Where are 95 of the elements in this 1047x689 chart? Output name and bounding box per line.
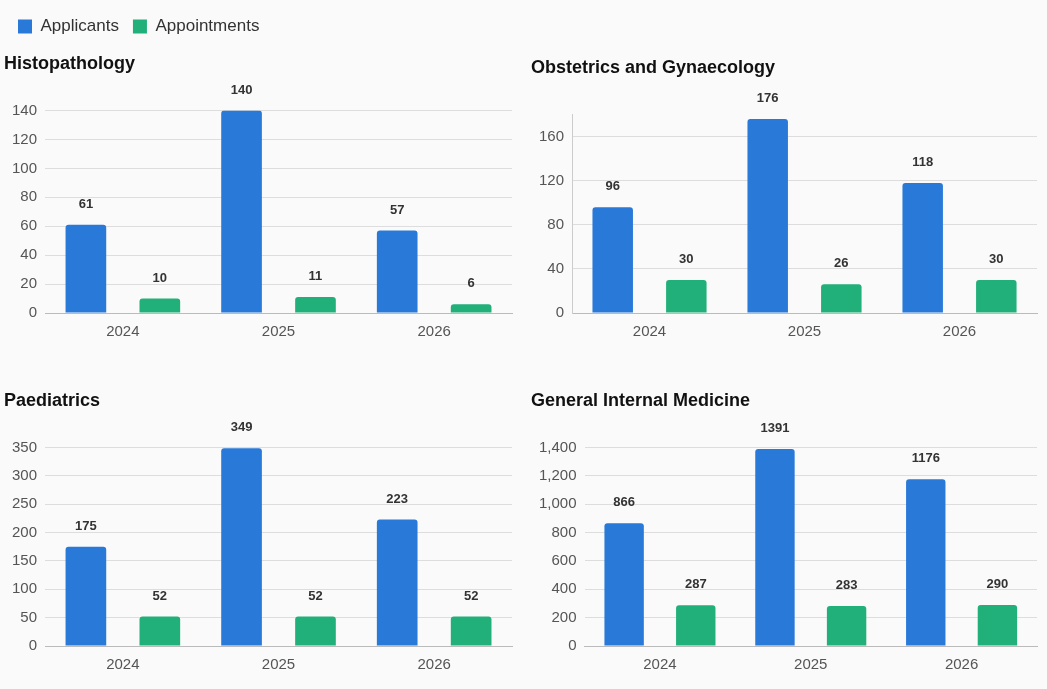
y-tick-label: 20 — [20, 274, 38, 292]
x-tick-label: 2025 — [261, 655, 296, 673]
data-label: 57 — [389, 201, 405, 217]
y-tick-label: 100 — [12, 158, 38, 176]
data-label: 283 — [835, 576, 858, 592]
data-label: 290 — [986, 575, 1009, 591]
bar — [902, 182, 943, 313]
x-tick-label: 2025 — [787, 322, 822, 340]
data-label: 10 — [152, 269, 168, 285]
y-tick-label: 0 — [555, 303, 565, 321]
data-label: 176 — [756, 90, 779, 106]
y-tick-label: 150 — [12, 551, 38, 569]
x-tick-label: 2026 — [944, 655, 979, 673]
y-tick-label: 300 — [12, 466, 38, 484]
bar — [666, 279, 707, 313]
data-label: 140 — [230, 81, 253, 97]
x-tick-label: 2024 — [106, 655, 140, 673]
bar — [376, 519, 418, 646]
bar — [906, 479, 946, 646]
data-label: 52 — [463, 587, 479, 603]
y-tick-label: 600 — [551, 551, 577, 569]
x-tick-label: 2024 — [643, 655, 677, 673]
bar — [221, 110, 262, 313]
y-tick-label: 250 — [12, 494, 38, 512]
y-tick-label: 400 — [551, 579, 577, 597]
y-tick-label: 80 — [547, 214, 565, 232]
x-tick-label: 2025 — [261, 322, 296, 340]
y-tick-label: 160 — [539, 126, 565, 144]
data-label: 223 — [386, 490, 409, 506]
data-label: 349 — [230, 419, 253, 435]
x-tick-label: 2026 — [417, 322, 451, 340]
bar — [747, 119, 788, 313]
bar — [139, 616, 181, 646]
bar — [976, 279, 1017, 313]
bar — [592, 207, 633, 313]
bar — [604, 523, 644, 646]
data-label: 96 — [605, 178, 620, 194]
x-tick-label: 2026 — [417, 655, 451, 673]
data-label: 1391 — [760, 419, 790, 435]
y-tick-label: 120 — [539, 170, 565, 188]
data-label: 61 — [78, 195, 94, 211]
bar — [295, 616, 336, 646]
y-tick-label: 0 — [568, 636, 577, 654]
y-tick-label: 0 — [28, 636, 38, 654]
data-label: 866 — [613, 494, 635, 510]
bar — [826, 605, 867, 646]
y-tick-label: 60 — [20, 216, 38, 234]
y-tick-label: 200 — [551, 607, 577, 625]
bar — [376, 230, 418, 313]
y-tick-label: 50 — [20, 607, 38, 625]
data-label: 26 — [834, 255, 849, 271]
y-tick-label: 40 — [20, 245, 38, 263]
bar — [65, 546, 107, 646]
y-tick-label: 1,400 — [538, 437, 577, 455]
legend-label: Appointments — [155, 16, 260, 36]
y-tick-label: 1,200 — [538, 466, 577, 484]
chart-title: Paediatrics — [4, 389, 101, 410]
data-label: 30 — [679, 251, 694, 267]
x-tick-label: 2025 — [794, 655, 828, 673]
y-tick-label: 140 — [12, 100, 38, 118]
bar — [676, 605, 716, 646]
x-tick-label: 2026 — [942, 322, 977, 340]
data-label: 6 — [467, 275, 475, 291]
data-label: 52 — [152, 587, 168, 603]
bar — [139, 298, 181, 313]
data-label: 287 — [684, 576, 707, 592]
y-tick-label: 120 — [12, 129, 38, 147]
y-tick-label: 800 — [551, 522, 577, 540]
bar — [295, 297, 336, 313]
bar — [450, 304, 492, 313]
bar — [221, 448, 262, 646]
y-tick-label: 40 — [547, 259, 565, 277]
chart-title: General Internal Medicine — [531, 389, 751, 410]
data-label: 175 — [75, 517, 97, 533]
bar — [821, 284, 862, 313]
x-tick-label: 2024 — [632, 322, 667, 340]
data-label: 1176 — [911, 450, 940, 466]
bar — [977, 604, 1018, 646]
y-tick-label: 100 — [12, 579, 38, 597]
y-tick-label: 80 — [20, 187, 38, 205]
data-label: 118 — [912, 154, 934, 170]
data-label: 52 — [308, 587, 323, 603]
chart-title: Obstetrics and Gynaecology — [531, 56, 776, 77]
y-tick-label: 350 — [12, 437, 38, 455]
chart-title: Histopathology — [4, 52, 135, 73]
bar — [65, 224, 107, 313]
y-tick-label: 0 — [28, 303, 38, 321]
y-tick-label: 1,000 — [538, 494, 577, 512]
x-tick-label: 2024 — [106, 322, 140, 340]
legend-label: Applicants — [40, 16, 119, 36]
bar — [755, 448, 795, 646]
data-label: 11 — [308, 268, 323, 284]
data-label: 30 — [989, 251, 1004, 267]
y-tick-label: 200 — [12, 522, 38, 540]
bar — [450, 616, 492, 646]
